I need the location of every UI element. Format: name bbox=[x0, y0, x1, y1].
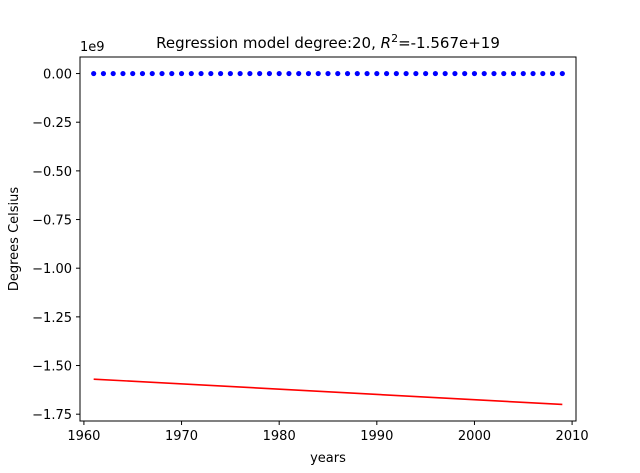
observed-point bbox=[432, 70, 439, 77]
observed-point bbox=[286, 70, 292, 77]
observed-point bbox=[110, 70, 116, 77]
observed-point bbox=[501, 70, 507, 77]
observed-point bbox=[393, 70, 399, 77]
plot-frame bbox=[79, 56, 577, 422]
y-axis-ticks: 0.00 −0.25 −0.50 −0.75 −1.00 −1.25 −1.50 −1.75 bbox=[32, 68, 80, 423]
observed-point bbox=[169, 70, 175, 77]
observed-point bbox=[549, 70, 556, 77]
y-tick-label: −1.50 bbox=[32, 360, 72, 375]
x-tick-label: 1980 bbox=[263, 429, 296, 444]
observed-point bbox=[559, 70, 565, 77]
chart-title: Regression model degree:20, R2=-1.567e+1… bbox=[156, 32, 500, 52]
observed-point bbox=[354, 70, 360, 77]
model-line bbox=[93, 378, 563, 406]
x-tick-label: 2010 bbox=[556, 429, 589, 444]
observed-point bbox=[520, 70, 526, 77]
y-tick-label: −0.25 bbox=[32, 116, 72, 131]
observed-point bbox=[227, 70, 233, 77]
observed-point bbox=[510, 70, 517, 77]
observed-point bbox=[540, 70, 546, 77]
observed-point bbox=[344, 70, 351, 77]
observed-point bbox=[530, 70, 536, 77]
observed-point bbox=[423, 70, 429, 77]
observed-point bbox=[296, 70, 302, 77]
observed-point bbox=[178, 70, 185, 77]
observed-point bbox=[100, 70, 107, 77]
x-axis-ticks: 1960 1970 1980 1990 2000 2010 bbox=[67, 421, 589, 444]
observed-point bbox=[257, 70, 263, 77]
observed-point bbox=[325, 70, 331, 77]
x-tick-label: 1970 bbox=[165, 429, 198, 444]
observed-point bbox=[364, 70, 370, 77]
observed-point bbox=[335, 70, 341, 77]
observed-point bbox=[247, 70, 253, 77]
y-offset-label: 1e9 bbox=[80, 40, 105, 55]
observed-point bbox=[91, 70, 97, 77]
y-axis-label: Degrees Celsius bbox=[7, 187, 22, 292]
observed-point bbox=[471, 70, 478, 77]
observed-point bbox=[462, 70, 468, 77]
observed-point bbox=[217, 70, 224, 77]
observed-point bbox=[383, 70, 390, 77]
observed-point bbox=[413, 70, 419, 77]
observed-point bbox=[149, 70, 155, 77]
observed-point bbox=[188, 70, 194, 77]
y-tick-label: −1.75 bbox=[32, 408, 72, 423]
y-tick-label: −0.75 bbox=[32, 214, 72, 229]
y-tick-label: −0.50 bbox=[32, 165, 72, 180]
x-tick-label: 1990 bbox=[360, 429, 393, 444]
observed-point bbox=[491, 70, 497, 77]
observed-point bbox=[374, 70, 380, 77]
observed-point bbox=[130, 70, 136, 77]
observed-point bbox=[403, 70, 409, 77]
model-line-layer bbox=[93, 378, 563, 406]
observed-point bbox=[120, 70, 126, 77]
observed-point bbox=[208, 70, 214, 77]
observed-point bbox=[159, 70, 165, 77]
y-tick-label: −1.00 bbox=[32, 262, 72, 277]
observed-point bbox=[315, 70, 321, 77]
observed-point bbox=[452, 70, 458, 77]
observed-point bbox=[481, 70, 487, 77]
y-tick-label: 0.00 bbox=[43, 68, 72, 83]
observed-point bbox=[442, 70, 448, 77]
y-tick-label: −1.25 bbox=[32, 311, 72, 326]
x-tick-label: 1960 bbox=[67, 429, 100, 444]
observed-point bbox=[305, 70, 312, 77]
x-tick-label: 2000 bbox=[458, 429, 491, 444]
observed-point bbox=[266, 70, 273, 77]
observed-points bbox=[91, 70, 565, 77]
observed-point bbox=[198, 70, 204, 77]
observed-point bbox=[139, 70, 146, 77]
observed-point bbox=[237, 70, 243, 77]
observed-point bbox=[276, 70, 282, 77]
x-axis-label: years bbox=[310, 451, 346, 466]
